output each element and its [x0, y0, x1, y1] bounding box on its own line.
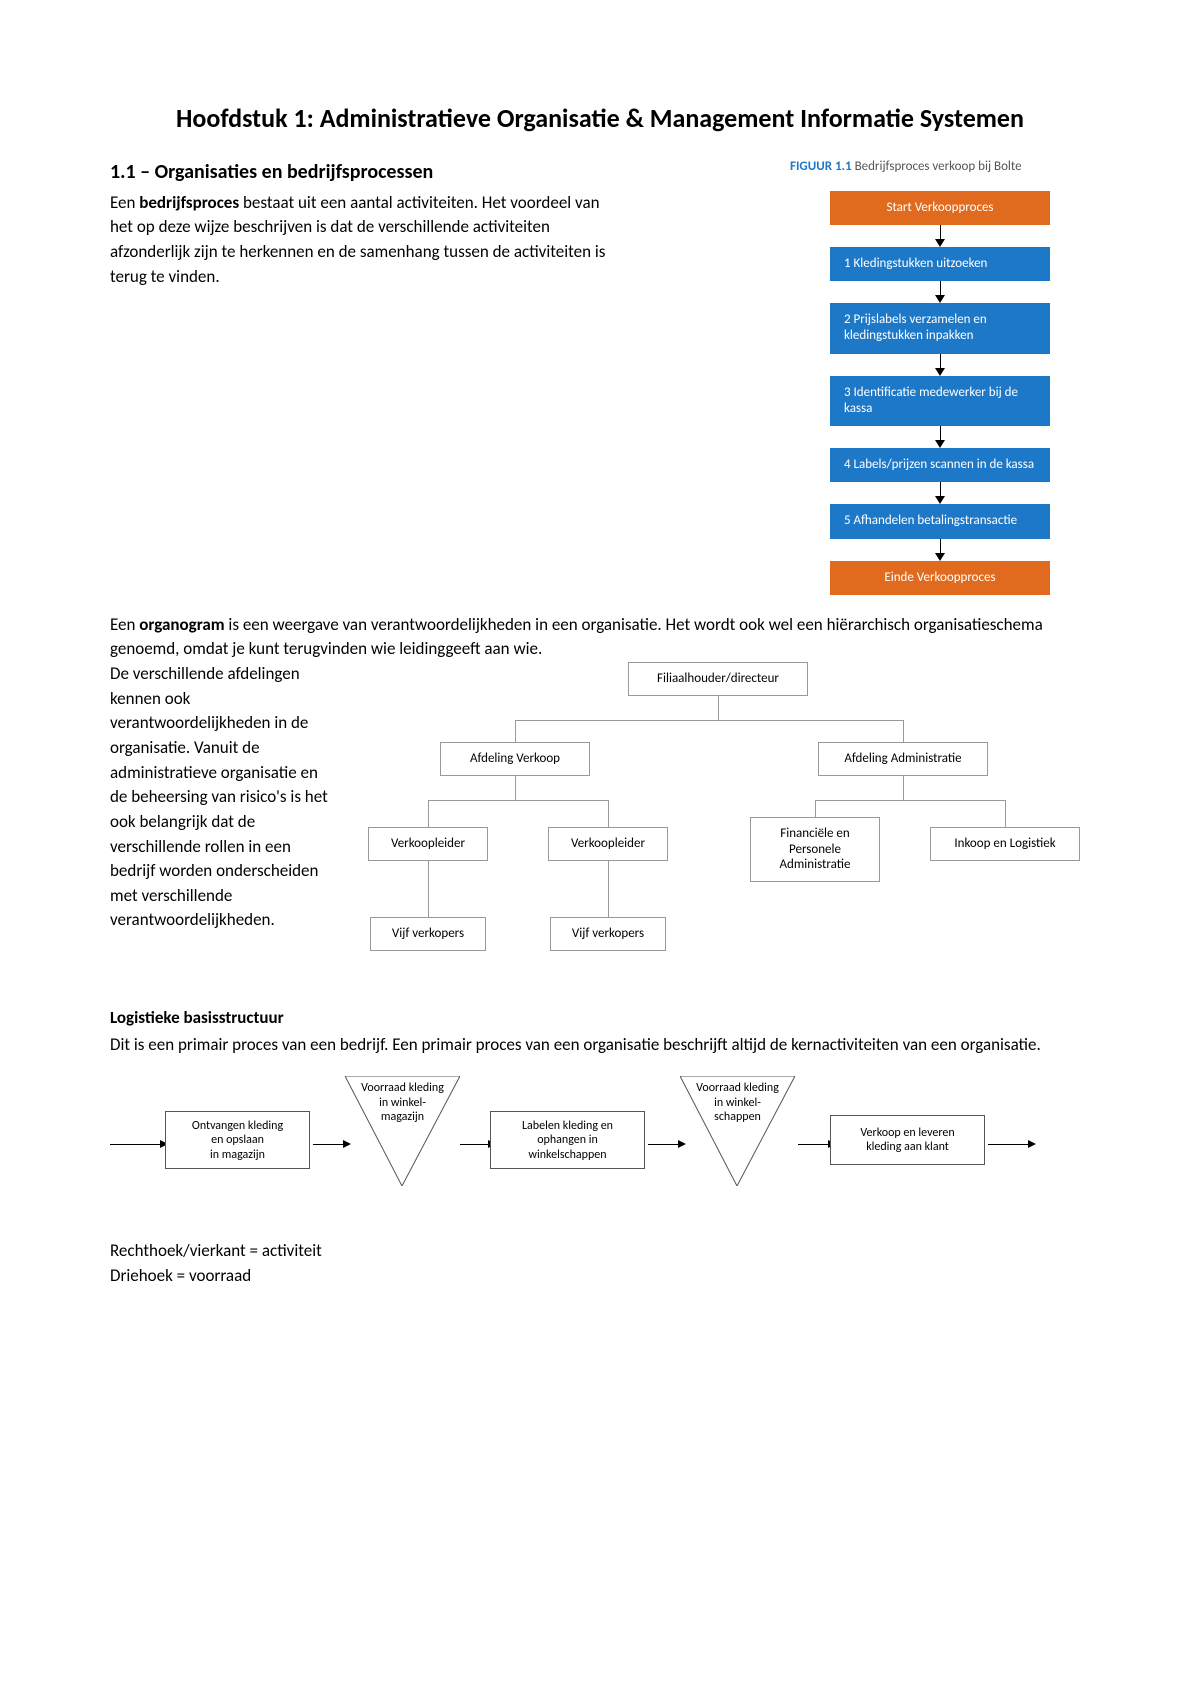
org-node-vl2: Verkoopleider — [548, 827, 668, 861]
flowchart-node: 4 Labels/prijzen scannen in de kassa — [830, 448, 1050, 482]
logistics-stock: Voorraad kledingin winkel-magazijn — [345, 1081, 460, 1124]
logistics-arrow — [110, 1140, 168, 1148]
org-line — [428, 800, 608, 801]
org-node-vl1: Verkoopleider — [368, 827, 488, 861]
section-1-para: Een bedrijfsproces bestaat uit een aanta… — [110, 191, 610, 290]
flowchart-node: 1 Kledingstukken uitzoeken — [830, 247, 1050, 281]
section-1-text: 1.1 – Organisaties en bedrijfsprocessen … — [110, 158, 760, 595]
section-1: 1.1 – Organisaties en bedrijfsprocessen … — [110, 158, 1090, 595]
org-line — [815, 800, 1005, 801]
org-node-ink: Inkoop en Logistiek — [930, 827, 1080, 861]
org-node-admin: Afdeling Administratie — [818, 742, 988, 776]
org-line — [428, 861, 429, 917]
org-node-verkoop: Afdeling Verkoop — [440, 742, 590, 776]
logistics-activity: Verkoop en leverenkleding aan klant — [830, 1115, 985, 1165]
flowchart-caption-label: FIGUUR 1.1 — [790, 159, 852, 174]
legend: Rechthoek/vierkant = activiteit Driehoek… — [110, 1239, 1090, 1288]
section-3-para: Dit is een primair proces van een bedrij… — [110, 1033, 1090, 1058]
org-line — [1005, 800, 1006, 827]
flowchart-arrow — [935, 354, 945, 376]
flowchart-arrow — [935, 482, 945, 504]
section-2-para1: Een organogram is een weergave van veran… — [110, 613, 1090, 662]
org-node-v5b: Vijf verkopers — [550, 917, 666, 951]
flowchart-block: FIGUUR 1.1 Bedrijfsproces verkoop bij Bo… — [790, 158, 1090, 595]
section-2-para2: De verschillende afdelingen kennen ook v… — [110, 662, 330, 933]
org-line — [903, 720, 904, 742]
org-line — [718, 696, 719, 720]
org-chart: Filiaalhouder/directeur Afdeling Verkoop A… — [350, 662, 1090, 982]
org-line — [515, 720, 516, 742]
flowchart-node: Start Verkoopproces — [830, 191, 1050, 225]
flowchart-node: 2 Prijslabels verzamelen en kledingstukk… — [830, 303, 1050, 354]
flowchart-arrow — [935, 281, 945, 303]
flowchart-arrow — [935, 539, 945, 561]
section-2: Een organogram is een weergave van veran… — [110, 613, 1090, 982]
logistics-activity: Labelen kleding enophangen inwinkelschap… — [490, 1111, 645, 1169]
flowchart-arrow — [935, 225, 945, 247]
legend-line-2: Driehoek = voorraad — [110, 1264, 1090, 1289]
section-3-subheading: Logistieke basisstructuur — [110, 1006, 1090, 1031]
flowchart-caption: FIGUUR 1.1 Bedrijfsproces verkoop bij Bo… — [790, 158, 1090, 177]
org-node-v5a: Vijf verkopers — [370, 917, 486, 951]
org-line — [608, 800, 609, 827]
legend-line-1: Rechthoek/vierkant = activiteit — [110, 1239, 1090, 1264]
flowchart-arrow — [935, 426, 945, 448]
org-line — [515, 776, 516, 800]
section-1-heading: 1.1 – Organisaties en bedrijfsprocessen — [110, 158, 760, 187]
flowchart: Start Verkoopproces 1 Kledingstukken uitz… — [790, 191, 1090, 595]
page-title: Hoofdstuk 1: Administratieve Organisatie… — [110, 100, 1090, 138]
org-node-fin: Financiële enPersoneleAdministratie — [750, 817, 880, 882]
flowchart-node: 5 Afhandelen betalingstransactie — [830, 504, 1050, 538]
org-line — [515, 720, 903, 721]
section-3: Logistieke basisstructuur Dit is een pri… — [110, 1006, 1090, 1289]
org-line — [815, 800, 816, 817]
flowchart-node: Einde Verkoopproces — [830, 561, 1050, 595]
flowchart-node: 3 Identificatie medewerker bij de kassa — [830, 376, 1050, 427]
org-node-top: Filiaalhouder/directeur — [628, 662, 808, 696]
logistics-stock: Voorraad kledingin winkel-schappen — [680, 1081, 795, 1124]
org-line — [428, 800, 429, 827]
flowchart-caption-desc: Bedrijfsproces verkoop bij Bolte — [855, 159, 1022, 174]
org-line — [903, 776, 904, 800]
org-line — [608, 861, 609, 917]
logistics-activity: Ontvangen kledingen opslaanin magazijn — [165, 1111, 310, 1169]
logistics-diagram: Ontvangen kledingen opslaanin magazijn La… — [110, 1071, 1090, 1221]
logistics-arrow — [988, 1140, 1036, 1148]
